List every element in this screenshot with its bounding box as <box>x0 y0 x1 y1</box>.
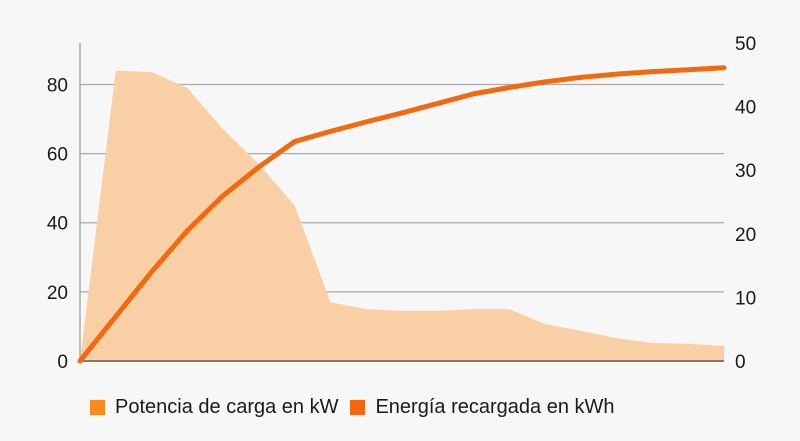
legend-label-energia: Energía recargada en kWh <box>375 396 615 418</box>
left-tick-label: 0 <box>57 352 68 373</box>
legend-swatch-energia <box>350 400 366 415</box>
line-energia-recargada <box>77 65 727 364</box>
right-tick-label: 0 <box>735 352 746 373</box>
legend: Potencia de carga en kW Energía recargad… <box>90 396 627 419</box>
right-tick-label: 10 <box>735 288 756 309</box>
right-tick-label: 30 <box>735 161 756 182</box>
right-axis-ticks: 0 10 20 30 40 50 <box>735 34 756 373</box>
right-tick-label: 40 <box>735 98 756 119</box>
left-axis-ticks: 0 20 40 60 80 <box>47 75 68 373</box>
right-tick-label: 50 <box>735 34 756 55</box>
left-tick-label: 60 <box>47 145 68 166</box>
legend-label-potencia: Potencia de carga en kW <box>115 396 339 418</box>
right-tick-label: 20 <box>735 225 756 246</box>
area-potencia-de-carga <box>80 70 724 362</box>
left-tick-label: 80 <box>47 75 68 96</box>
legend-item-energia[interactable]: Energía recargada en kWh <box>350 396 615 419</box>
left-tick-label: 20 <box>47 283 68 304</box>
left-tick-label: 40 <box>47 214 68 235</box>
legend-swatch-potencia <box>90 400 105 415</box>
legend-item-potencia[interactable]: Potencia de carga en kW <box>90 396 338 419</box>
